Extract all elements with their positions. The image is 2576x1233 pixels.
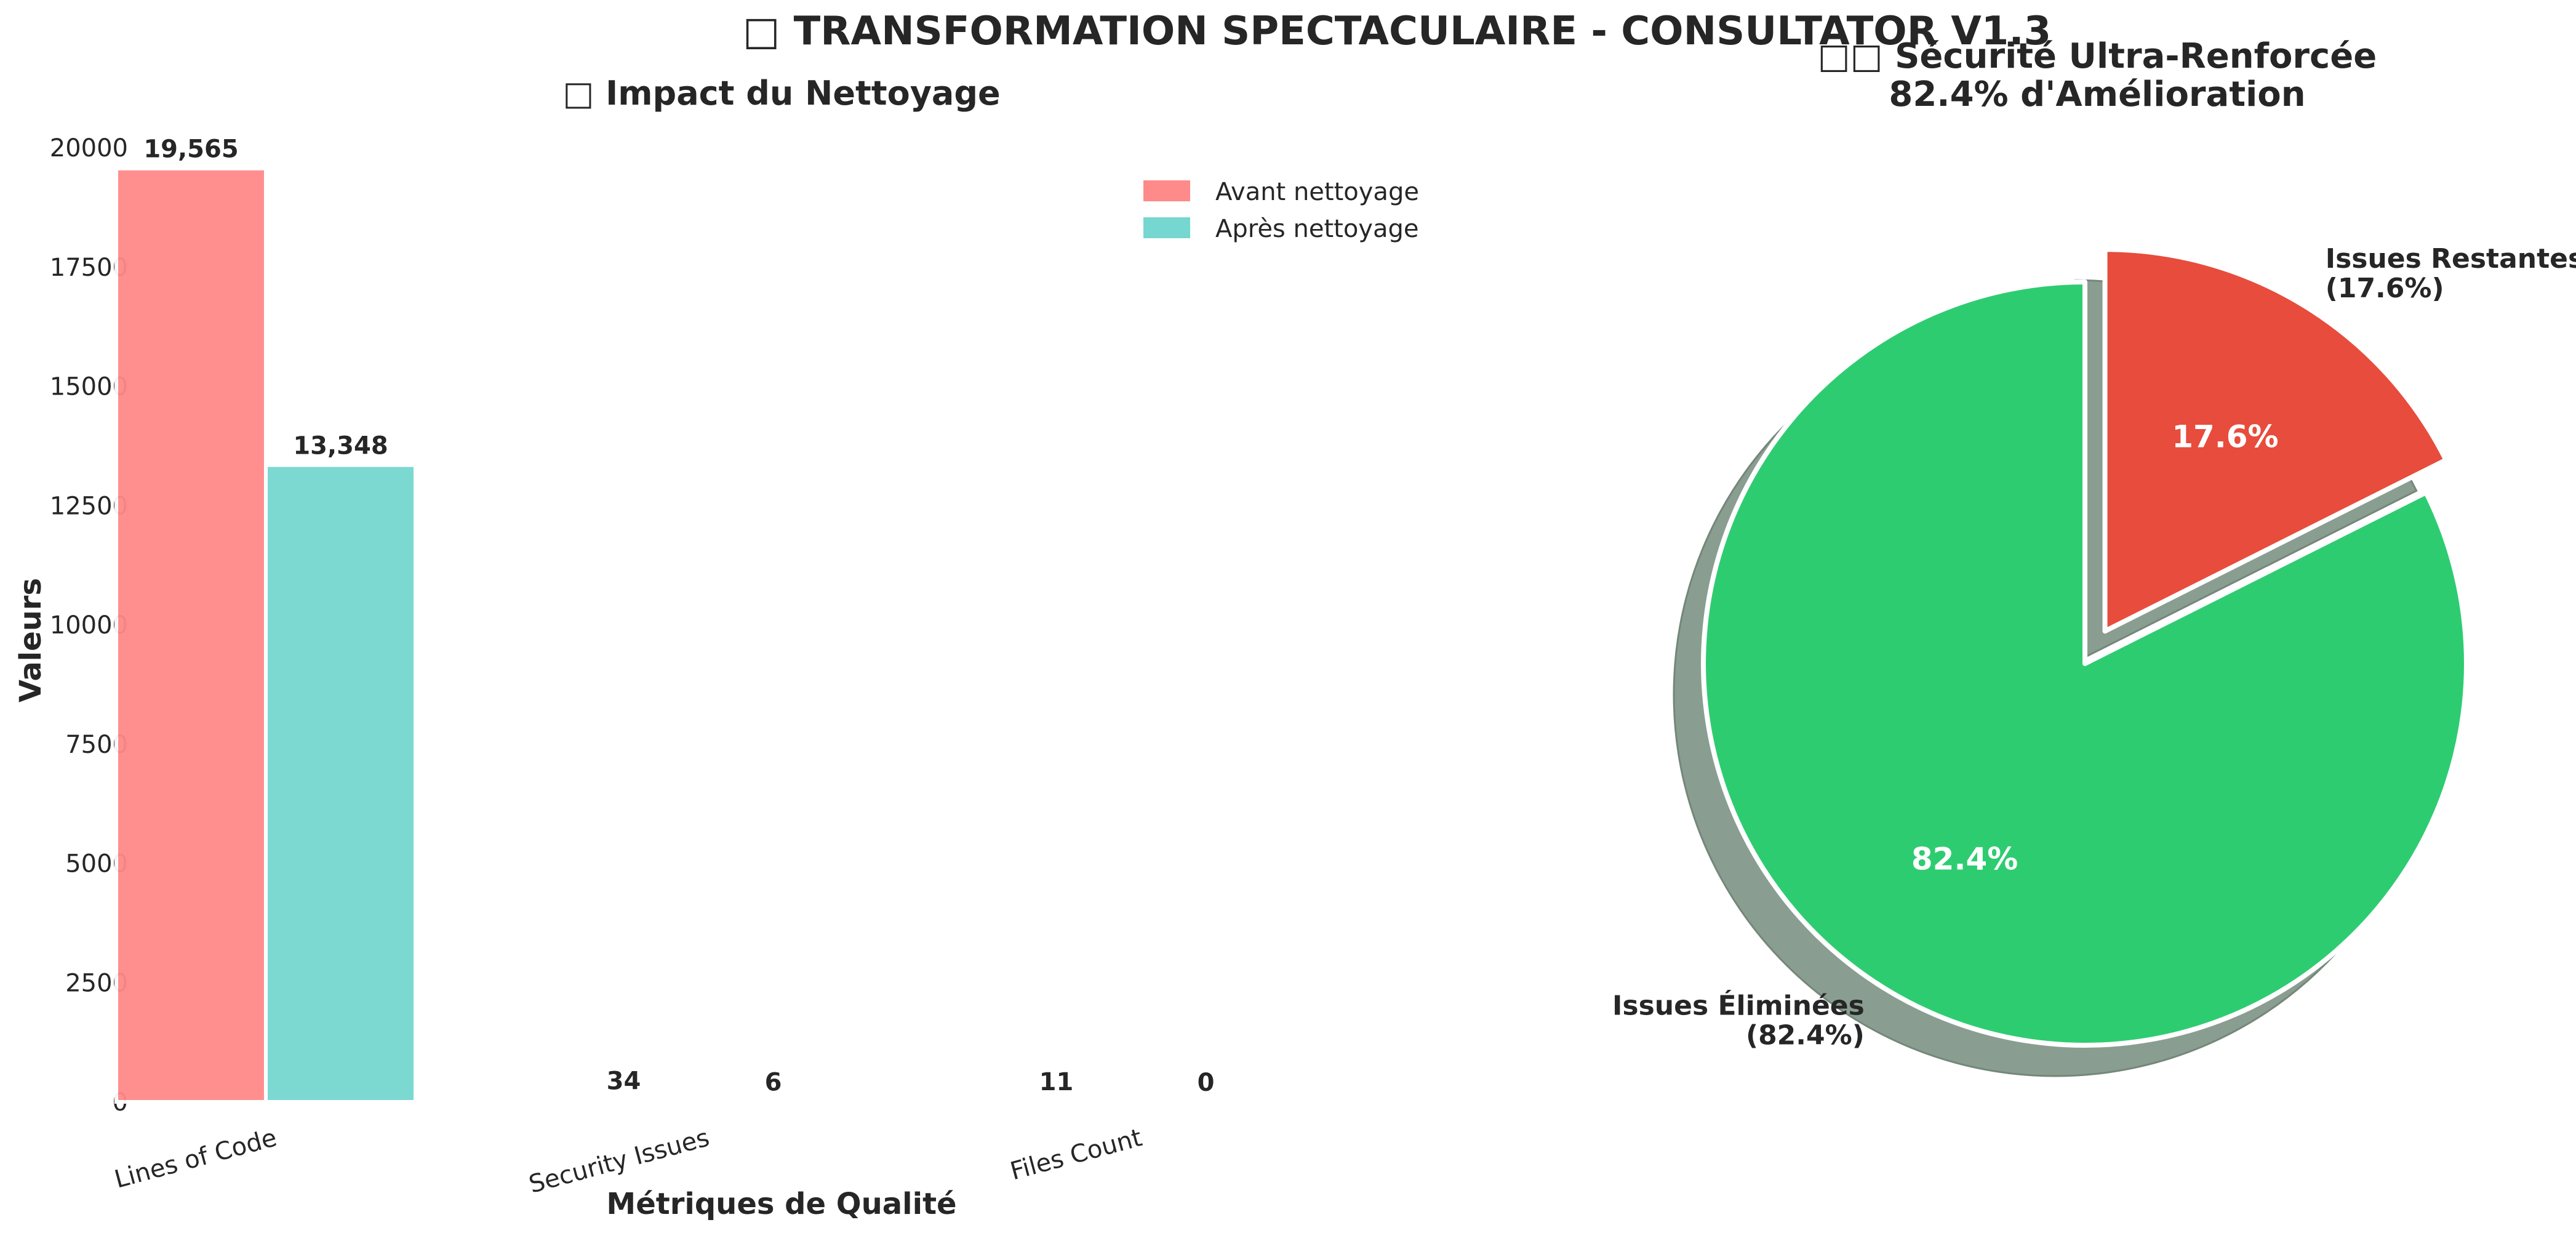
bar-security-issues-avant-nettoyage [547,1098,700,1104]
x-tick-label: Files Count [1007,1123,1145,1186]
legend-swatch-avant [1143,180,1190,201]
legend: Avant nettoyage Après nettoyage [1143,178,1419,243]
legend-label-avant: Avant nettoyage [1215,178,1419,206]
bar-files-count-avant-nettoyage [980,1099,1133,1104]
pie-outer-label: (17.6%) [2326,273,2444,304]
bar-chart: □ Impact du Nettoyage 025005000750010000… [14,74,1419,1221]
x-tick-label: Lines of Code [111,1123,279,1194]
bar-lines-of-code-apr-s-nettoyage [264,463,417,1104]
bar-value-label: 0 [1198,1069,1215,1097]
pie-chart: □□ Sécurité Ultra-Renforcée 82.4% d'Amél… [1612,36,2576,1077]
legend-label-apres: Après nettoyage [1215,215,1418,243]
pie-slice-issues-restantes [2102,247,2449,634]
bar-marks [114,166,1282,1104]
legend-swatch-apres [1143,217,1190,238]
pie-outer-label: Issues Éliminées [1612,989,1865,1021]
pie-pct-label: 17.6% [2172,419,2278,455]
bar-value-label: 19,565 [143,135,238,164]
x-axis-label: Métriques de Qualité [606,1187,956,1221]
pie-outer-label: (82.4%) [1746,1019,1865,1051]
bar-value-label: 11 [1039,1068,1074,1096]
bar-security-issues-apr-s-nettoyage [697,1099,850,1104]
bar-lines-of-code-avant-nettoyage [114,166,268,1104]
bar-value-labels: 19,565 13,348 34 6 11 0 [143,135,1214,1097]
pie-labels: 82.4% Issues Éliminées(82.4%) 17.6% Issues … [1612,243,2576,1051]
bar-value-label: 6 [765,1069,782,1097]
y-tick-label: 20000 [50,134,128,163]
bar-value-label: 13,348 [293,432,388,460]
y-axis-label: Valeurs [14,578,48,702]
figure-suptitle: □ TRANSFORMATION SPECTACULAIRE - CONSULT… [743,9,2051,54]
bar-value-label: 34 [607,1067,641,1095]
bar-files-count-apr-s-nettoyage [1129,1099,1282,1104]
pie-title-line-2: 82.4% d'Amélioration [1889,74,2305,114]
pie-title-line-1: □□ Sécurité Ultra-Renforcée [1818,36,2377,76]
pie-slices [1700,247,2469,1048]
bar-chart-title: □ Impact du Nettoyage [562,74,1000,113]
pie-pct-label: 82.4% [1911,841,2018,877]
pie-outer-label: Issues Restantes [2326,243,2576,275]
pie-slice-issues-limin-es [1700,279,2469,1048]
